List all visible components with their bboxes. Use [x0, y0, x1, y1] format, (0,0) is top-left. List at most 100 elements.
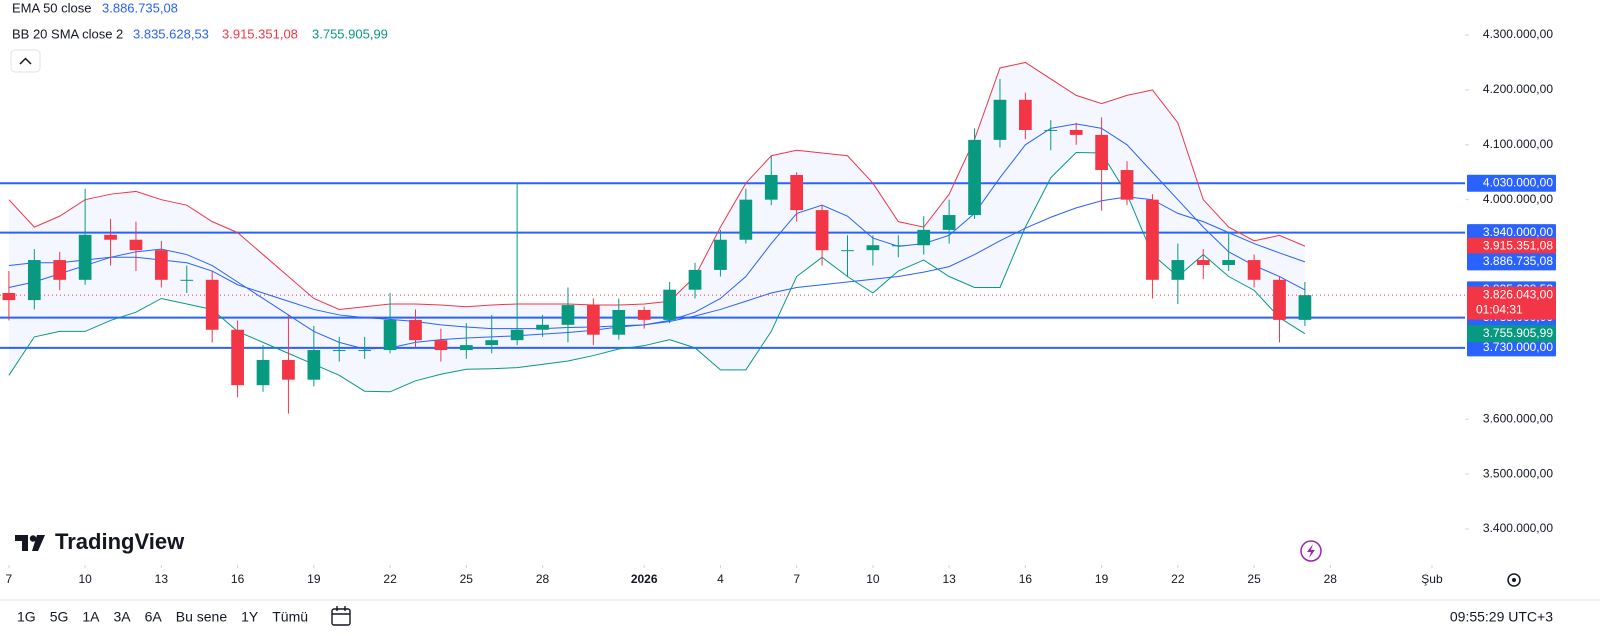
plot-area — [0, 61, 1465, 414]
candle-body — [1273, 279, 1286, 320]
x-tick-label: 16 — [1019, 572, 1033, 586]
candle-body — [27, 260, 41, 301]
candle-body — [332, 350, 346, 352]
settings-button[interactable] — [1507, 573, 1521, 587]
bb-lower-value: 3.755.905,99 — [312, 26, 388, 41]
candle-body — [917, 229, 931, 246]
last-price-box — [1467, 286, 1556, 320]
candle-body — [1222, 260, 1236, 265]
candle-body — [2, 292, 16, 301]
bb-lower-price-label-box — [1467, 325, 1556, 343]
level-label-box — [1467, 224, 1556, 242]
x-tick-label: 2026 — [631, 572, 658, 586]
bb-legend-name: BB 20 SMA close 2 — [12, 26, 123, 41]
bb-upper-price-label-box — [1467, 237, 1556, 255]
candle-body — [256, 359, 270, 386]
candle-body — [637, 309, 651, 320]
date-range-button[interactable] — [331, 606, 351, 626]
candle-body — [409, 319, 422, 341]
candle-body — [358, 350, 372, 352]
x-tick-label: 10 — [78, 572, 92, 586]
x-tick-label: 16 — [231, 572, 245, 586]
candle-body — [180, 279, 194, 281]
candle-body — [104, 234, 117, 240]
x-tick-label: 13 — [155, 572, 169, 586]
candle-body — [1146, 199, 1159, 280]
x-tick-label: 22 — [1171, 572, 1185, 586]
candle-body — [815, 210, 829, 251]
candle-body — [841, 250, 854, 252]
bb-upper-line — [8, 61, 1306, 310]
candle-body — [764, 174, 778, 200]
bb-upper-value: 3.915.351,08 — [222, 26, 298, 41]
bb-lower-price-label: 3.755.905,99 — [1483, 326, 1553, 340]
range-button[interactable]: 1G — [17, 609, 36, 625]
x-tick-label: 28 — [1324, 572, 1338, 586]
ema-legend-value: 3.886.735,08 — [102, 0, 178, 15]
last-price-label: 3.826.043,00 — [1483, 287, 1553, 301]
x-tick-label: 25 — [1247, 572, 1261, 586]
candle-body — [1120, 170, 1134, 200]
candle-body — [1247, 260, 1261, 280]
range-button[interactable]: Bu sene — [176, 609, 228, 625]
lightning-button[interactable] — [1300, 540, 1322, 562]
candle-body — [714, 239, 727, 270]
level-label-box — [1467, 339, 1556, 357]
candle-body — [688, 269, 702, 290]
brand: TradingView — [55, 529, 185, 554]
ema-price-label: 3.886.735,08 — [1483, 254, 1553, 268]
y-tick-label: 4.100.000,00 — [1483, 137, 1553, 151]
level-label: 3.940.000,00 — [1483, 225, 1553, 239]
ema-legend-name: EMA 50 close — [12, 0, 92, 15]
y-tick-label: 4.300.000,00 — [1483, 27, 1553, 41]
candle-body — [1196, 260, 1210, 265]
x-tick-label: 7 — [793, 572, 800, 586]
y-tick-label: 4.200.000,00 — [1483, 82, 1553, 96]
level-label: 4.030.000,00 — [1483, 175, 1553, 189]
y-tick-label: 3.600.000,00 — [1483, 411, 1553, 425]
level-label-box — [1467, 174, 1556, 192]
x-tick-label: 10 — [866, 572, 880, 586]
candle-body — [78, 234, 92, 280]
countdown: 01:04:31 — [1476, 302, 1523, 316]
candle-body — [510, 329, 524, 341]
y-tick-label: 4.000.000,00 — [1483, 192, 1553, 206]
candle-body — [434, 340, 448, 351]
candle-body — [485, 340, 499, 346]
x-tick-label: 22 — [383, 572, 397, 586]
candle-body — [129, 239, 143, 251]
bb-upper-price-label: 3.915.351,08 — [1483, 238, 1553, 252]
range-button[interactable]: 1A — [82, 609, 100, 625]
candle-body — [231, 329, 244, 386]
logo: TradingView — [15, 529, 185, 554]
candle-body — [205, 279, 219, 330]
x-tick-label: 7 — [6, 572, 13, 586]
x-tick-label: 19 — [307, 572, 321, 586]
candle-body — [663, 289, 676, 320]
candle-body — [993, 99, 1007, 140]
candle-body — [790, 174, 804, 211]
level-label: 3.730.000,00 — [1483, 340, 1553, 354]
candle-body — [612, 309, 626, 335]
ema-line — [8, 196, 1306, 330]
collapse-legend-button[interactable] — [10, 49, 41, 73]
x-tick-label: 28 — [536, 572, 550, 586]
x-tick-label: 13 — [942, 572, 956, 586]
candle-body — [968, 139, 981, 216]
candle-body — [155, 250, 168, 280]
range-button[interactable]: 1Y — [241, 609, 259, 625]
range-button[interactable]: 5G — [50, 609, 69, 625]
bb-basis-line — [8, 123, 1306, 350]
range-button[interactable]: 3A — [114, 609, 132, 625]
clock: 09:55:29 UTC+3 — [1450, 609, 1553, 625]
candle-body — [307, 350, 321, 380]
candle-body — [459, 345, 473, 351]
range-button[interactable]: Tümü — [272, 609, 308, 625]
candle-body — [53, 260, 67, 280]
y-tick-label: 3.400.000,00 — [1483, 521, 1553, 535]
candle-body — [942, 215, 956, 230]
range-button[interactable]: 6A — [145, 609, 163, 625]
candle-body — [1019, 99, 1032, 130]
